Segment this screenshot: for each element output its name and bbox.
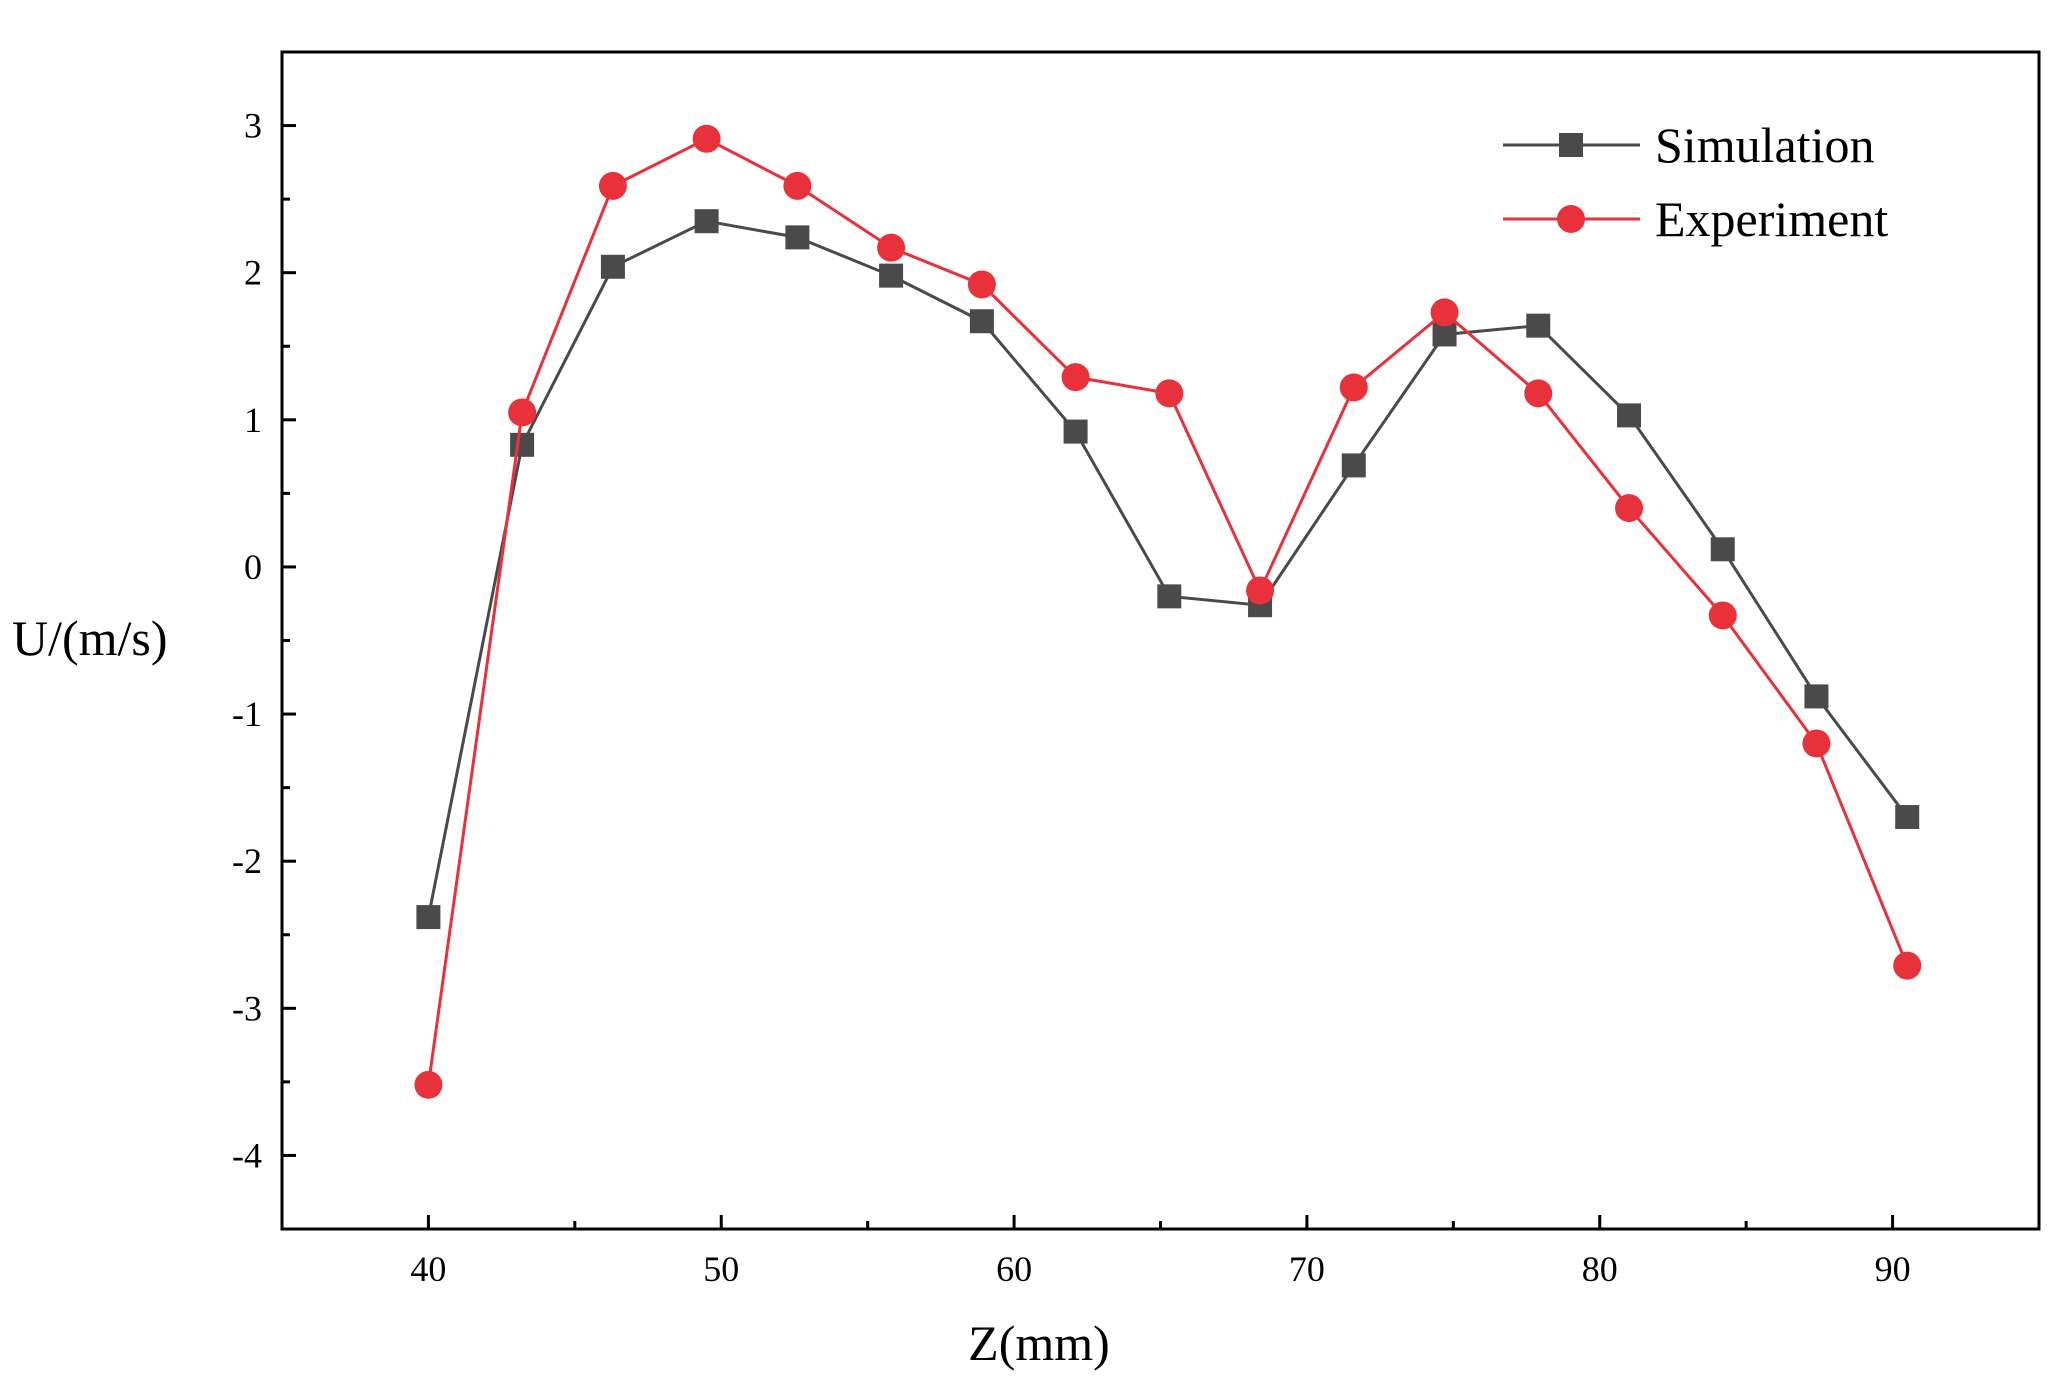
data-point-square — [1157, 584, 1182, 609]
data-point-circle — [1246, 576, 1275, 605]
data-point-square — [1617, 403, 1642, 428]
data-point-square — [600, 254, 625, 279]
data-point-square — [1063, 419, 1088, 444]
data-point-circle — [1802, 729, 1831, 758]
series-experiment — [414, 124, 1922, 1099]
legend: Simulation Experiment — [1503, 117, 1888, 247]
data-point-circle — [1061, 363, 1090, 392]
y-axis-title: U/(m/s) — [12, 610, 168, 666]
data-point-circle — [1430, 298, 1459, 327]
y-tick-label: 3 — [244, 106, 262, 146]
data-point-circle — [414, 1070, 443, 1099]
x-tick-label: 50 — [703, 1249, 739, 1289]
data-point-circle — [1893, 951, 1922, 980]
y-tick-label: 2 — [244, 253, 262, 293]
data-point-circle — [967, 270, 996, 299]
data-point-circle — [783, 171, 812, 200]
x-tick-label: 60 — [996, 1249, 1032, 1289]
data-point-circle — [598, 171, 627, 200]
series-line — [426, 219, 1909, 918]
y-tick-label: 0 — [244, 547, 262, 587]
series-simulation — [416, 209, 1920, 930]
legend-item-experiment: Experiment — [1503, 191, 1888, 247]
data-point-circle — [1339, 373, 1368, 402]
y-tick-label: -3 — [232, 988, 262, 1028]
x-tick-label: 80 — [1582, 1249, 1618, 1289]
series-layer — [414, 124, 1922, 1099]
y-tick-label: -4 — [232, 1135, 262, 1175]
data-point-square — [969, 309, 994, 334]
data-point-square — [694, 209, 719, 234]
data-point-circle — [1557, 205, 1585, 233]
x-axis-title: Z(mm) — [968, 1315, 1110, 1371]
data-point-square — [1895, 805, 1920, 830]
data-point-square — [1341, 453, 1366, 478]
data-point-circle — [1708, 601, 1737, 630]
data-point-square — [1559, 133, 1583, 157]
data-point-square — [1432, 322, 1457, 347]
y-tick-label: -2 — [232, 841, 262, 881]
data-point-square — [510, 432, 535, 457]
x-tick-label: 70 — [1289, 1249, 1325, 1289]
ticks: 40 50 60 70 80 90 3 2 1 0 -1 -2 -3 -4 — [232, 106, 2041, 1289]
data-point-square — [1710, 537, 1735, 562]
data-point-square — [1804, 684, 1829, 709]
data-point-square — [785, 225, 810, 250]
x-tick-label: 90 — [1875, 1249, 1911, 1289]
series-line — [426, 137, 1909, 1086]
data-point-circle — [692, 124, 721, 153]
data-point-circle — [1615, 494, 1644, 523]
data-point-square — [416, 905, 441, 930]
data-point-square — [1526, 313, 1551, 338]
x-tick-label: 40 — [410, 1249, 446, 1289]
data-point-circle — [877, 233, 906, 262]
y-tick-label: -1 — [232, 694, 262, 734]
legend-label: Experiment — [1655, 191, 1888, 247]
data-point-circle — [1524, 379, 1553, 408]
data-point-circle — [508, 398, 537, 427]
legend-label: Simulation — [1655, 117, 1874, 173]
data-point-circle — [1155, 379, 1184, 408]
data-point-square — [879, 263, 904, 288]
legend-item-simulation: Simulation — [1503, 117, 1874, 173]
y-tick-label: 1 — [244, 400, 262, 440]
